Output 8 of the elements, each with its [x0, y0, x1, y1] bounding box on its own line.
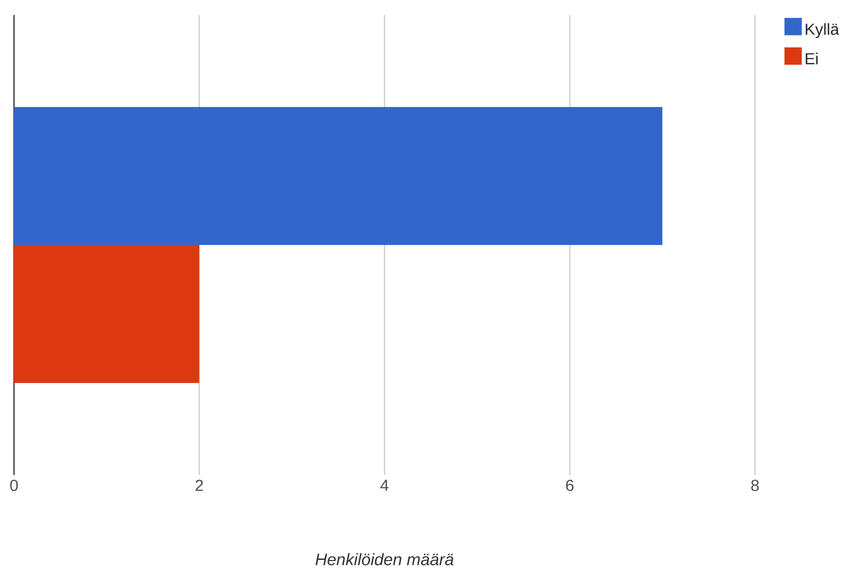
- x-tick-label: 8: [751, 480, 759, 492]
- x-tick-label: 0: [10, 480, 18, 492]
- legend-label: Kyllä: [806, 23, 840, 38]
- x-tick-label: 6: [566, 480, 574, 492]
- x-tick-label: 2: [196, 480, 203, 491]
- x-axis-title: Henkilöiden määrä: [316, 553, 454, 566]
- x-tick-label: 4: [380, 480, 388, 491]
- legend-label: Ei: [806, 52, 818, 64]
